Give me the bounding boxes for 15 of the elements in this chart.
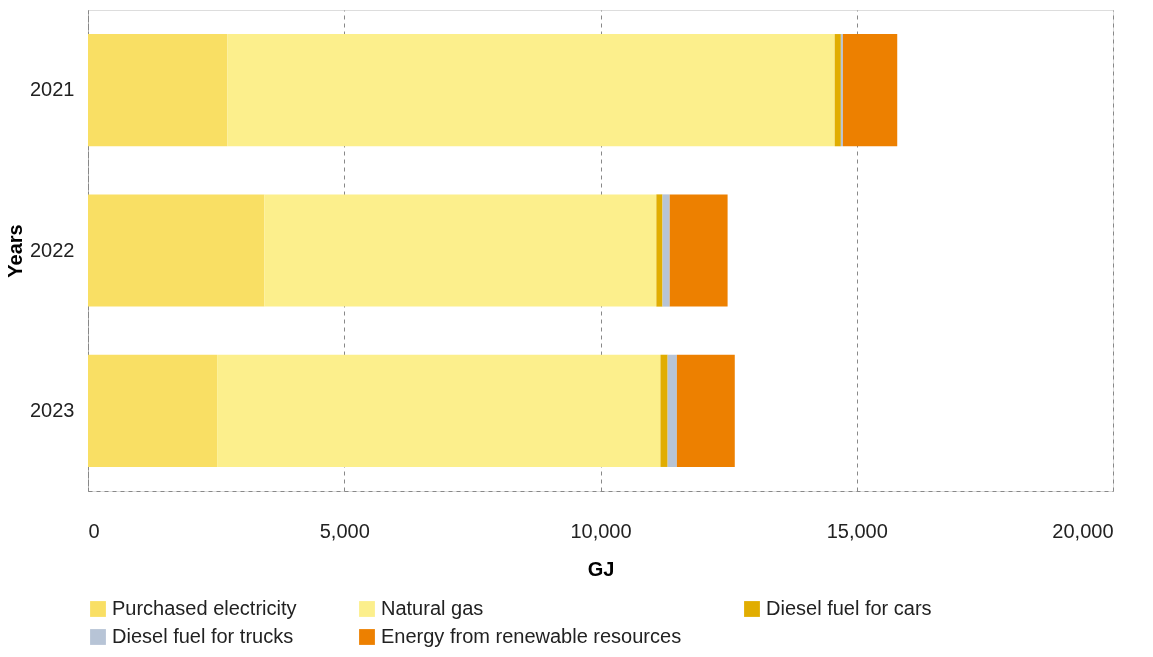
x-tick-label: 20,000 bbox=[1052, 519, 1114, 542]
legend-label: Purchased electricity bbox=[112, 597, 297, 619]
legend-label: Diesel fuel for cars bbox=[766, 597, 932, 619]
legend-label: Diesel fuel for trucks bbox=[112, 625, 294, 647]
legend-label: Natural gas bbox=[381, 597, 484, 619]
x-tick-label: 0 bbox=[88, 519, 100, 542]
x-tick-label: 15,000 bbox=[826, 519, 888, 542]
y-tick-label: 2021 bbox=[30, 78, 75, 101]
y-tick-label: 2023 bbox=[30, 398, 75, 421]
x-axis-title: GJ bbox=[587, 557, 615, 580]
x-tick-label: 5,000 bbox=[319, 519, 370, 542]
y-axis-title: Years bbox=[4, 224, 27, 278]
legend-label: Energy from renewable resources bbox=[381, 625, 682, 647]
y-tick-label: 2022 bbox=[30, 238, 75, 261]
x-tick-label: 10,000 bbox=[570, 519, 632, 542]
